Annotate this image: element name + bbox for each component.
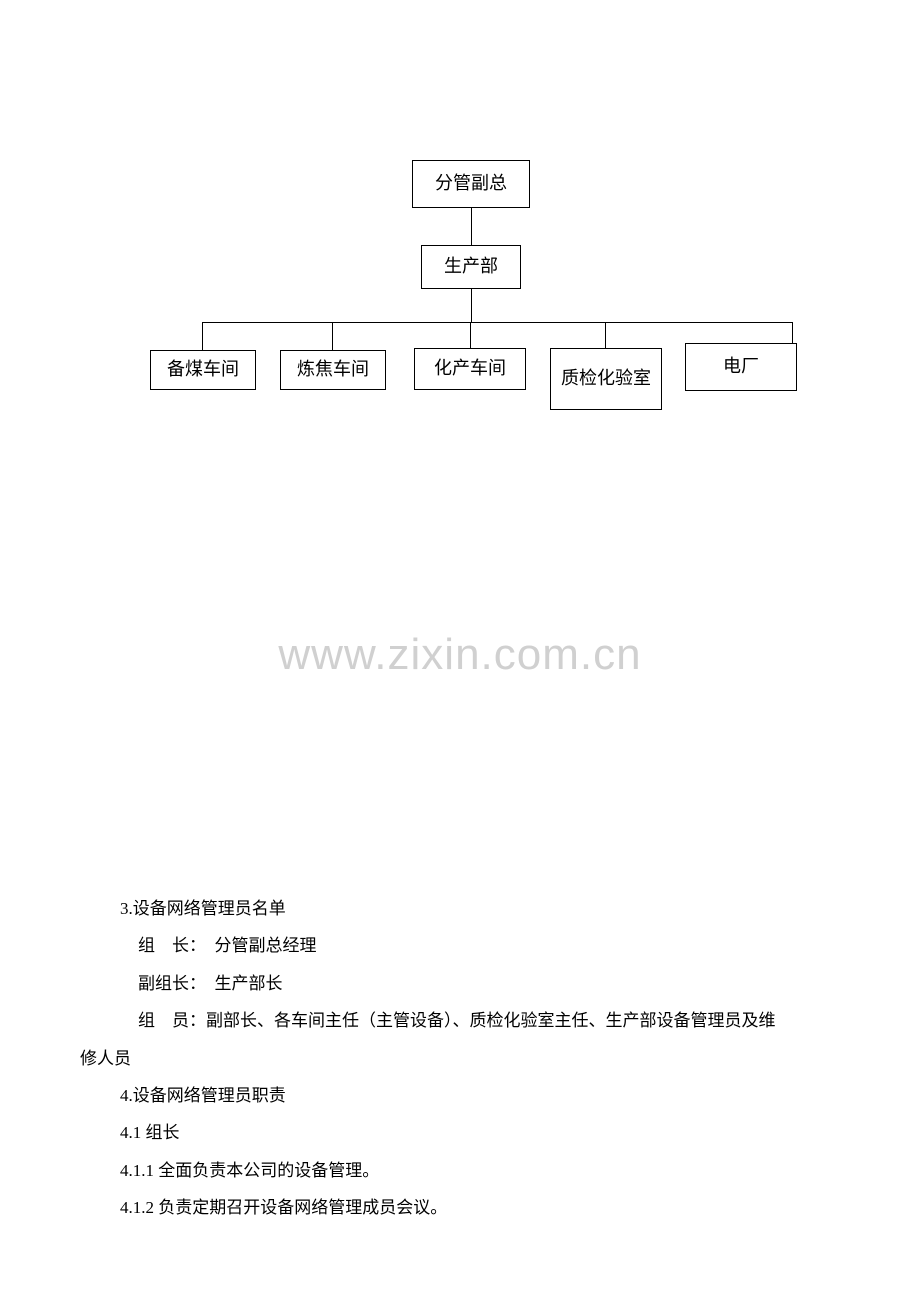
node-leaf1-label: 备煤车间 — [167, 357, 239, 382]
connector — [471, 289, 472, 322]
connector — [792, 322, 793, 343]
node-leaf4-label: 质检化验室 — [561, 366, 651, 391]
text-content: 3.设备网络管理员名单 组 长： 分管副总经理 副组长： 生产部长 组 员：副部… — [100, 890, 820, 1227]
node-leaf4: 质检化验室 — [550, 348, 662, 410]
node-mid-label: 生产部 — [444, 254, 498, 279]
s411: 4.1.1 全面负责本公司的设备管理。 — [100, 1152, 820, 1189]
connector — [332, 322, 333, 350]
section3-title: 3.设备网络管理员名单 — [100, 890, 820, 927]
node-top: 分管副总 — [412, 160, 530, 208]
node-leaf1: 备煤车间 — [150, 350, 256, 390]
node-leaf5: 电厂 — [685, 343, 797, 391]
leader-line: 组 长： 分管副总经理 — [100, 927, 820, 964]
watermark-text: www.zixin.com.cn — [278, 630, 641, 679]
watermark: www.zixin.com.cn — [0, 630, 920, 680]
connector — [471, 208, 472, 245]
member-line1: 组 员：副部长、各车间主任（主管设备）、质检化验室主任、生产部设备管理员及维 — [100, 1002, 820, 1039]
node-top-label: 分管副总 — [435, 171, 507, 196]
connector — [470, 322, 471, 348]
connector — [202, 322, 203, 350]
node-leaf3: 化产车间 — [414, 348, 526, 390]
connector — [202, 322, 793, 323]
connector — [605, 322, 606, 348]
s41: 4.1 组长 — [100, 1114, 820, 1151]
node-leaf3-label: 化产车间 — [434, 356, 506, 381]
vice-leader-line: 副组长： 生产部长 — [100, 965, 820, 1002]
section4-title: 4.设备网络管理员职责 — [100, 1077, 820, 1114]
s412: 4.1.2 负责定期召开设备网络管理成员会议。 — [100, 1189, 820, 1226]
node-mid: 生产部 — [421, 245, 521, 289]
node-leaf2-label: 炼焦车间 — [297, 357, 369, 382]
member-line2: 修人员 — [80, 1040, 820, 1077]
node-leaf5-label: 电厂 — [723, 354, 759, 379]
node-leaf2: 炼焦车间 — [280, 350, 386, 390]
